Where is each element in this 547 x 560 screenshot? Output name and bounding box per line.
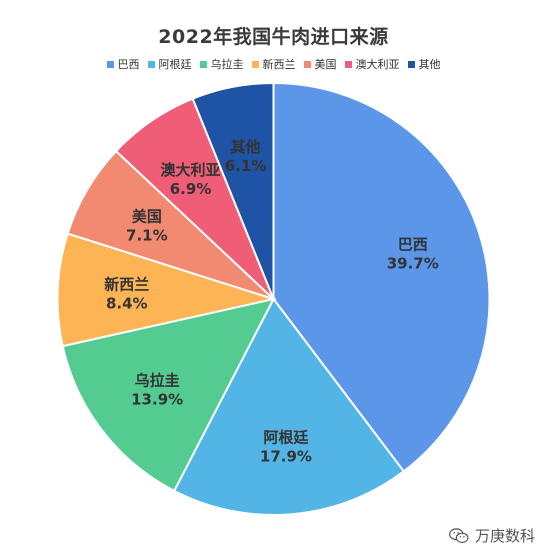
- pie-slice: [191, 81, 275, 300]
- legend-swatch: [344, 60, 352, 68]
- chart-title: 2022年我国牛肉进口来源: [158, 26, 389, 48]
- legend-label: 其他: [418, 58, 441, 71]
- legend-swatch: [106, 60, 114, 68]
- legend-item: 新西兰: [251, 56, 296, 72]
- slice-value-label: 17.9%: [260, 447, 312, 465]
- slice-category-label: 新西兰: [104, 276, 149, 294]
- pie-slice: [172, 297, 406, 516]
- slice-value-label: 13.9%: [131, 391, 183, 409]
- slice-category-label: 美国: [132, 208, 162, 226]
- legend-item: 其他: [407, 56, 441, 72]
- watermark: 万庚数科: [449, 525, 535, 546]
- legend-item: 澳大利亚: [344, 56, 400, 72]
- wechat-icon: [449, 527, 469, 543]
- slice-value-label: 39.7%: [387, 254, 439, 272]
- legend-label: 阿根廷: [158, 58, 192, 71]
- legend-label: 新西兰: [262, 58, 296, 71]
- slice-category-label: 其他: [231, 138, 261, 156]
- slice-value-label: 6.1%: [225, 157, 267, 175]
- slice-category-label: 阿根廷: [263, 428, 309, 446]
- slice-value-label: 8.4%: [106, 295, 148, 313]
- legend-swatch: [251, 60, 259, 68]
- legend-swatch: [147, 60, 155, 68]
- chart-legend: 巴西 阿根廷 乌拉圭 新西兰 美国 澳大利亚 其他: [0, 56, 547, 72]
- slice-category-label: 乌拉圭: [135, 372, 180, 390]
- watermark-text: 万庚数科: [474, 527, 535, 545]
- legend-label: 乌拉圭: [210, 58, 244, 71]
- slice-category-label: 巴西: [398, 235, 428, 253]
- legend-swatch: [199, 60, 207, 68]
- legend-swatch: [303, 60, 311, 68]
- pie-slice: [61, 297, 276, 493]
- pie-slice: [272, 81, 491, 473]
- legend-swatch: [407, 60, 415, 68]
- slice-value-label: 6.9%: [170, 180, 212, 198]
- legend-label: 美国: [314, 58, 337, 71]
- pie-slice: [56, 232, 278, 348]
- legend-label: 巴西: [117, 58, 140, 71]
- legend-item: 美国: [303, 56, 337, 72]
- legend-label: 澳大利亚: [355, 58, 400, 71]
- legend-item: 乌拉圭: [199, 56, 244, 72]
- legend-item: 巴西: [106, 56, 140, 72]
- slice-value-label: 7.1%: [126, 227, 168, 245]
- slice-category-label: 澳大利亚: [161, 161, 221, 179]
- legend-item: 阿根廷: [147, 56, 192, 72]
